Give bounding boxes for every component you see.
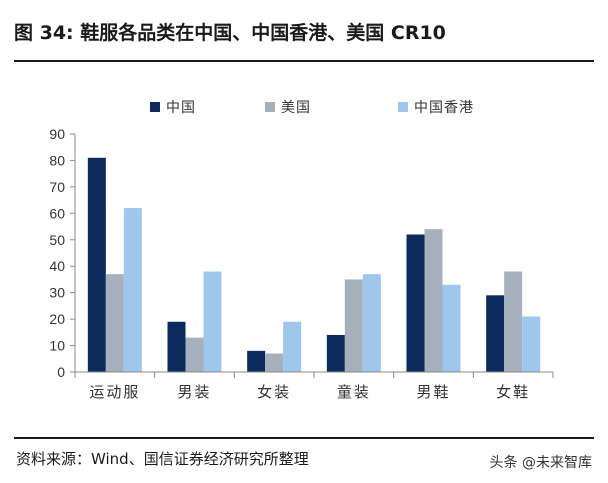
bar-usa (105, 274, 124, 372)
y-tick-label: 50 (49, 232, 65, 248)
x-category-label: 女鞋 (496, 383, 530, 401)
y-tick-label: 30 (49, 285, 65, 301)
x-category-label: 运动服 (89, 383, 140, 401)
y-tick-label: 90 (49, 126, 65, 142)
bar-china (406, 234, 425, 372)
bar-hongkong (283, 321, 302, 372)
legend-swatch (398, 102, 408, 112)
figure-title: 图 34: 鞋服各品类在中国、中国香港、美国 CR10 (14, 22, 446, 44)
bar-usa (504, 271, 523, 372)
bar-usa (185, 337, 204, 372)
y-axis: 0 10 20 30 40 50 60 70 80 90 (49, 126, 76, 380)
bar-hongkong (123, 208, 142, 372)
y-tick-label: 20 (49, 311, 65, 327)
bar-hongkong (362, 274, 381, 372)
y-tick-label: 0 (57, 364, 65, 380)
y-tick-label: 80 (49, 152, 65, 168)
legend-swatch (150, 102, 160, 112)
watermark: 头条 @未来智库 (489, 455, 592, 471)
legend: 中国 美国 中国香港 (150, 100, 474, 116)
bottom-rule (14, 437, 594, 439)
y-tick-label: 70 (49, 179, 65, 195)
bar-hongkong (203, 271, 222, 372)
x-category-label: 女装 (257, 383, 291, 401)
legend-swatch (265, 102, 275, 112)
bar-china (167, 321, 186, 372)
x-axis: 运动服 男装 女装 童装 男鞋 女鞋 (74, 371, 554, 401)
bar-hongkong (522, 316, 541, 372)
x-category-label: 男装 (177, 383, 211, 401)
bar-china (486, 295, 505, 372)
top-rule (14, 60, 594, 62)
x-category-label: 童装 (337, 383, 371, 401)
y-tick-label: 40 (49, 258, 65, 274)
bar-usa (424, 229, 443, 372)
y-tick-label: 10 (49, 338, 65, 354)
legend-label: 中国香港 (414, 100, 474, 116)
y-tick-label: 60 (49, 205, 65, 221)
bar-china (87, 157, 106, 372)
legend-label: 美国 (281, 100, 311, 116)
legend-label: 中国 (166, 100, 196, 116)
bar-china (247, 350, 266, 372)
source-note: 资料来源：Wind、国信证券经济研究所整理 (16, 450, 309, 468)
bar-usa (344, 279, 363, 372)
bar-china (326, 334, 345, 372)
x-category-label: 男鞋 (416, 383, 450, 401)
bar-usa (265, 353, 284, 372)
bars (87, 157, 541, 372)
bar-hongkong (442, 284, 461, 372)
